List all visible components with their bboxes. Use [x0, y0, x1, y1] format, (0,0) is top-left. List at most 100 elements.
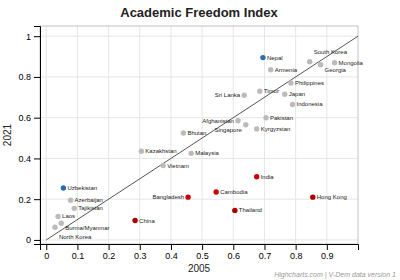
tick-mark [327, 244, 328, 250]
point-label: South Korea [314, 49, 348, 55]
point [61, 185, 66, 190]
tick: 0.6 [228, 244, 241, 261]
tick-mark [202, 244, 203, 250]
tick-label: 0 [26, 235, 31, 245]
point-label: Thailand [239, 207, 262, 213]
point-label: Bhutan [187, 130, 206, 136]
point [243, 122, 248, 127]
point [139, 149, 144, 154]
tick-label: 0.7 [259, 251, 272, 261]
tick-mark [34, 36, 40, 37]
grid [40, 26, 358, 244]
plot-frame [40, 26, 358, 244]
point-label: India [261, 174, 275, 180]
tick: 0.3 [134, 244, 147, 261]
point-label: Timor [264, 88, 279, 94]
point [185, 194, 190, 199]
tick-mark [264, 244, 265, 250]
grid-line [295, 26, 296, 244]
point [318, 62, 323, 67]
grid-line [46, 26, 47, 244]
y-axis: 0 0.2 0.4 0.6 0.8 1 [18, 27, 40, 246]
point-label: Pakistan [270, 115, 293, 121]
point [59, 221, 64, 226]
point-label: Sri Lanka [215, 92, 241, 98]
tick-label: 0.8 [18, 72, 31, 82]
x-axis: 00.10.20.30.40.50.60.70.80.9 [41, 244, 359, 261]
point-label: Malaysia [195, 150, 219, 156]
point-label: Cambodia [220, 189, 248, 195]
grid-line [40, 158, 358, 159]
tick-label: 0.6 [18, 113, 31, 123]
point [213, 189, 218, 194]
point [263, 115, 268, 120]
tick-mark [34, 240, 40, 241]
tick-mark [140, 244, 141, 250]
axis-line [34, 27, 41, 245]
point [181, 130, 186, 135]
y-axis-title: 2021 [2, 123, 13, 146]
grid-line [40, 117, 358, 118]
tick-label: 0.9 [321, 251, 334, 261]
point [232, 208, 237, 213]
point-label: Vietnam [167, 163, 189, 169]
tick-mark [296, 244, 297, 250]
tick: 0.9 [321, 244, 334, 261]
tick: 0.2 [103, 244, 116, 261]
tick: 1 [26, 32, 40, 42]
point-label: Uzbekistan [67, 185, 97, 191]
point [189, 151, 194, 156]
tick-label: 0.8 [290, 251, 303, 261]
tick-label: 0.3 [134, 251, 147, 261]
point-label: Burma/Myanmar [65, 225, 109, 231]
tick: 0 [26, 235, 40, 245]
tick: 0.4 [18, 154, 40, 164]
point-label: Kyrgyzstan [261, 126, 291, 132]
point [332, 60, 337, 65]
marks [46, 36, 358, 240]
point-label: Georgia [325, 67, 347, 73]
grid-line [40, 36, 358, 37]
point [235, 118, 240, 123]
point-label: China [139, 218, 155, 224]
point [268, 67, 273, 72]
point [257, 88, 262, 93]
tick-mark [34, 77, 40, 78]
tick: 0.1 [72, 244, 85, 261]
point [288, 80, 293, 85]
grid-line [170, 26, 171, 244]
reference-line [46, 36, 358, 240]
point [52, 225, 57, 230]
point-label: Tajikistan [78, 205, 103, 211]
grid-line [40, 76, 358, 77]
point-label: Laos [62, 213, 75, 219]
watermark: Highcharts.com | V-Dem data version 1 [274, 271, 396, 279]
tick-label: 1 [26, 32, 31, 42]
point-label: Indonesia [297, 101, 324, 107]
tick-label: 0.4 [165, 251, 178, 261]
point-label: Azerbaijan [75, 197, 103, 203]
point-label: Japan [289, 91, 305, 97]
tick-label: 0.5 [196, 251, 209, 261]
point [68, 197, 73, 202]
point-label: Afghanistan [202, 118, 234, 124]
tick-label: 0.2 [103, 251, 116, 261]
grid-line [108, 26, 109, 244]
point-label: Mongolia [339, 60, 364, 66]
point [242, 93, 247, 98]
tick-label: 0.2 [18, 195, 31, 205]
tick-label: 0.6 [228, 251, 241, 261]
point-label: North Korea [59, 234, 92, 240]
point-label: Kazakhstan [145, 148, 176, 154]
tick-mark [46, 244, 47, 250]
point-label: Bangladesh [152, 194, 184, 200]
tick-mark [109, 244, 110, 250]
point [282, 92, 287, 97]
tick-mark [34, 158, 40, 159]
point [307, 59, 312, 64]
point [72, 206, 77, 211]
tick-label: 0.1 [72, 251, 85, 261]
chart: 0 0.1 0.2 0.3 0.4 0.5 0.6 0.7 0.8 0.9 0 0.2 0.4 0.6 0.… [0, 0, 400, 280]
point [290, 102, 295, 107]
tick: 0.6 [18, 113, 40, 123]
